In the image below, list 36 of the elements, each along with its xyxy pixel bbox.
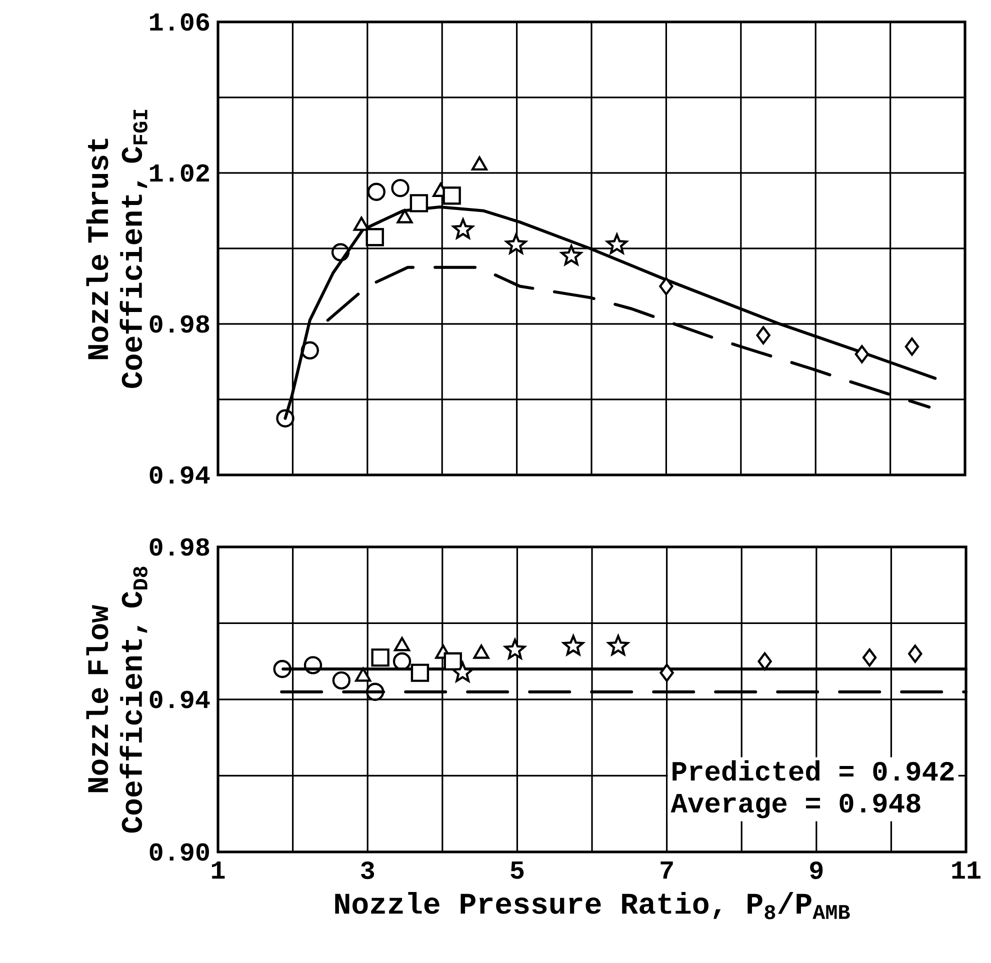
x-tick-label: 5: [510, 862, 524, 879]
annotation: Average = 0.948: [670, 794, 920, 818]
x-tick-label: 3: [361, 862, 374, 880]
point: [410, 194, 428, 212]
x-tick-label: 9: [810, 862, 823, 880]
y-tick-label: 0.98: [150, 315, 210, 333]
point: [606, 234, 628, 254]
point: [471, 156, 488, 171]
point: [904, 338, 920, 356]
y-axis-title: Nozzle Thrust Coefficient, C$_{FGI}$: [86, 110, 148, 388]
point: [391, 178, 410, 198]
point: [452, 218, 474, 239]
point: [505, 234, 527, 254]
point: [367, 182, 386, 201]
point: [442, 186, 461, 205]
x-tick-label: 1: [212, 862, 225, 879]
point: [300, 341, 319, 360]
y-tick-label: 0.98: [150, 538, 210, 556]
point: [396, 209, 413, 224]
y-tick-label: 0.90: [150, 843, 209, 861]
y-tick-label: 1.06: [150, 13, 210, 31]
point: [331, 243, 350, 262]
point: [560, 244, 582, 266]
x-axis-title: Nozzle Pressure Ratio, P$_{8}$/P$_{AMB}$: [335, 892, 850, 920]
point: [756, 326, 770, 344]
y-tick-label: 0.94: [150, 690, 210, 708]
point: [276, 409, 294, 428]
y-axis-title: Nozzle Flow Coefficient, C$_{D8}$: [86, 566, 148, 833]
annotation: Predicted = 0.942: [672, 760, 954, 781]
y-tick-label: 0.94: [150, 466, 210, 484]
y-tick-label: 1.02: [150, 164, 209, 182]
point: [659, 277, 674, 296]
point: [366, 228, 384, 246]
point: [854, 345, 870, 364]
x-tick-label: 7: [660, 862, 673, 879]
x-tick-label: 11: [952, 862, 980, 879]
